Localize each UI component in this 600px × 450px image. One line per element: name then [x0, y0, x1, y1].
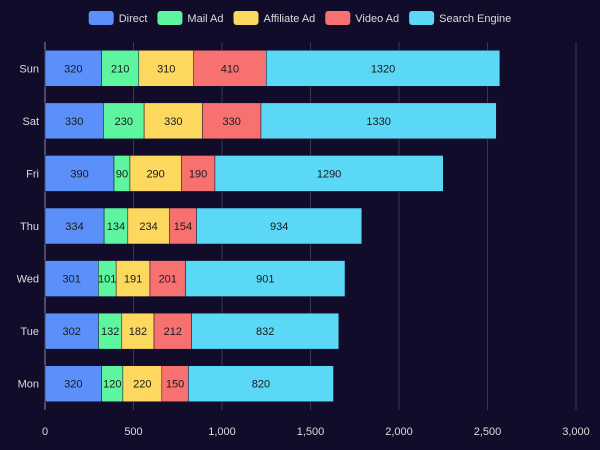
bar-value-label: 120: [103, 379, 121, 391]
bar-value-label: 330: [65, 116, 83, 128]
bar-value-label: 390: [70, 168, 88, 180]
x-tick-label: 3,000: [562, 426, 590, 438]
bar-segment: [129, 155, 182, 192]
bar-value-label: 320: [64, 379, 82, 391]
y-tick-label: Mon: [18, 379, 39, 391]
legend-item[interactable]: Affiliate Ad: [233, 11, 316, 25]
y-tick-label: Wed: [17, 274, 39, 286]
bar-segment: [191, 312, 340, 350]
bar-segment: [138, 50, 194, 87]
legend-swatch: [88, 11, 114, 25]
legend-item[interactable]: Mail Ad: [157, 11, 224, 25]
bar-segment: [188, 365, 334, 402]
y-tick-label: Sat: [22, 116, 39, 128]
y-axis: Mon Tue Wed Thu Fri Sat Sun: [17, 63, 39, 390]
legend-swatch: [157, 11, 183, 25]
bar-value-label: 1320: [371, 63, 395, 75]
bar-segment: [44, 365, 102, 402]
legend-label: Affiliate Ad: [264, 13, 316, 25]
bar-segment: [44, 312, 99, 350]
bar-value-label: 290: [146, 168, 164, 180]
bar-value-label: 134: [107, 221, 125, 233]
legend-item[interactable]: Direct: [88, 11, 148, 25]
bar-value-label: 210: [111, 63, 129, 75]
bar-segment: [169, 207, 197, 245]
legend-label: Search Engine: [439, 13, 511, 25]
bar-value-label: 301: [62, 274, 80, 286]
bar-value-label: 201: [159, 274, 177, 286]
legend-item[interactable]: Video Ad: [325, 11, 399, 25]
bar-value-label: 154: [174, 221, 192, 233]
bar-value-label: 101: [98, 274, 116, 286]
bar-segment: [44, 207, 105, 245]
legend-label: Mail Ad: [187, 13, 223, 25]
bar-segment: [143, 102, 203, 140]
bar-segment: [153, 312, 192, 350]
bar-value-label: 310: [157, 63, 175, 75]
bar-value-label: 901: [256, 274, 274, 286]
bar-segment: [149, 260, 186, 297]
x-tick-label: 2,500: [474, 426, 502, 438]
x-tick-label: 2,000: [385, 426, 413, 438]
bar-value-label: 934: [270, 221, 288, 233]
legend-swatch: [325, 11, 351, 25]
x-tick-label: 1,500: [297, 426, 325, 438]
bar-segment: [185, 260, 346, 297]
y-tick-label: Fri: [26, 168, 39, 180]
y-tick-label: Tue: [20, 326, 39, 338]
legend-label: Direct: [119, 13, 148, 25]
x-tick-label: 500: [124, 426, 142, 438]
bar-segment: [214, 155, 444, 192]
bar-value-label: 832: [256, 326, 274, 338]
bar-segment: [161, 365, 189, 402]
legend-label: Video Ad: [355, 13, 399, 25]
legend-swatch: [233, 11, 259, 25]
y-tick-label: Thu: [20, 221, 39, 233]
bar-value-label: 191: [124, 274, 142, 286]
bar-value-label: 234: [139, 221, 157, 233]
legend: Direct Mail Ad Affiliate Ad Video Ad Search …: [88, 11, 511, 25]
legend-swatch: [409, 11, 435, 25]
bar-segment: [44, 102, 104, 140]
bar-value-label: 132: [101, 326, 119, 338]
bar-value-label: 190: [189, 168, 207, 180]
bar-value-label: 320: [64, 63, 82, 75]
bar-segment: [115, 260, 151, 297]
x-tick-label: 1,000: [208, 426, 236, 438]
bar-segment: [122, 365, 163, 402]
bar-value-label: 90: [116, 168, 128, 180]
bar-value-label: 410: [221, 63, 239, 75]
bar-segment: [260, 102, 497, 140]
bar-value-label: 302: [63, 326, 81, 338]
bar-value-label: 150: [166, 379, 184, 391]
bar-segment: [196, 207, 363, 245]
bar-value-label: 820: [252, 379, 270, 391]
bar-segment: [181, 155, 216, 192]
bar-value-label: 220: [133, 379, 151, 391]
bar-value-label: 230: [115, 116, 133, 128]
bar-segment: [202, 102, 262, 140]
bar-value-label: 334: [65, 221, 83, 233]
bar-segment: [127, 207, 170, 245]
bar-value-label: 1290: [317, 168, 341, 180]
bar-value-label: 212: [164, 326, 182, 338]
bars: 320 120 220 150 820 302 132 182 212 832 301 101 191 2…: [44, 50, 501, 402]
bar-value-label: 330: [164, 116, 182, 128]
y-tick-label: Sun: [19, 63, 39, 75]
bar-segment: [193, 50, 267, 87]
bar-segment: [44, 260, 99, 297]
bar-segment: [101, 50, 140, 87]
x-axis: 0 500 1,000 1,500 2,000 2,500 3,000: [42, 426, 590, 438]
bar-segment: [103, 102, 145, 140]
bar-value-label: 182: [129, 326, 147, 338]
bar-value-label: 1330: [366, 116, 390, 128]
legend-item[interactable]: Search Engine: [409, 11, 511, 25]
bar-value-label: 330: [223, 116, 241, 128]
x-tick-label: 0: [42, 426, 48, 438]
bar-segment: [121, 312, 155, 350]
bar-segment: [266, 50, 501, 87]
